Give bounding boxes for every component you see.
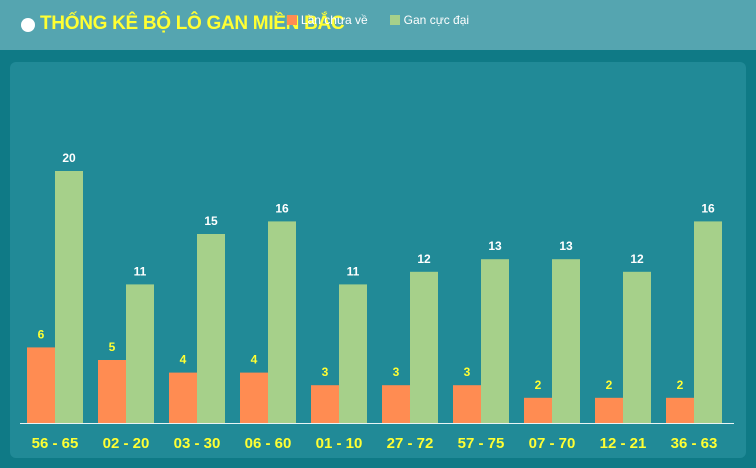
data-label-current-9: 2 bbox=[677, 378, 684, 392]
data-label-current-5: 3 bbox=[393, 365, 400, 379]
data-label-current-7: 2 bbox=[535, 378, 542, 392]
bar-max-0[interactable] bbox=[55, 171, 83, 423]
bar-current-2[interactable] bbox=[169, 372, 197, 423]
category-label-1: 02 - 20 bbox=[103, 435, 150, 452]
category-label-6: 57 - 75 bbox=[458, 435, 505, 452]
bar-max-6[interactable] bbox=[481, 259, 509, 423]
data-label-max-7: 13 bbox=[559, 239, 573, 253]
data-label-current-4: 3 bbox=[322, 365, 329, 379]
data-label-max-6: 13 bbox=[488, 239, 502, 253]
data-label-max-4: 11 bbox=[347, 264, 360, 278]
category-label-0: 56 - 65 bbox=[32, 435, 79, 452]
legend-label-current: Lần chưa về bbox=[300, 13, 368, 27]
category-label-8: 12 - 21 bbox=[600, 435, 647, 452]
bar-max-1[interactable] bbox=[126, 284, 154, 423]
bar-max-8[interactable] bbox=[623, 271, 651, 423]
data-label-max-5: 12 bbox=[417, 252, 431, 266]
data-label-current-1: 5 bbox=[109, 340, 116, 354]
bar-max-5[interactable] bbox=[410, 271, 438, 423]
bar-max-2[interactable] bbox=[197, 234, 225, 423]
data-label-current-0: 6 bbox=[38, 327, 45, 341]
bar-current-7[interactable] bbox=[524, 397, 552, 423]
bar-max-9[interactable] bbox=[694, 221, 722, 423]
category-label-4: 01 - 10 bbox=[316, 435, 363, 452]
bar-max-7[interactable] bbox=[552, 259, 580, 423]
bullet-icon bbox=[21, 18, 35, 32]
data-label-max-1: 11 bbox=[134, 264, 147, 278]
legend-item-max[interactable]: Gan cực đại bbox=[389, 13, 470, 27]
legend-swatch-current bbox=[286, 15, 297, 25]
bar-current-5[interactable] bbox=[382, 385, 410, 423]
legend-item-current[interactable]: Lần chưa về bbox=[286, 13, 368, 27]
data-label-max-8: 12 bbox=[630, 252, 644, 266]
data-label-current-8: 2 bbox=[606, 378, 613, 392]
bar-current-6[interactable] bbox=[453, 385, 481, 423]
bar-current-3[interactable] bbox=[240, 372, 268, 423]
category-label-3: 06 - 60 bbox=[245, 435, 292, 452]
bar-max-3[interactable] bbox=[268, 221, 296, 423]
category-label-7: 07 - 70 bbox=[529, 435, 576, 452]
category-label-5: 27 - 72 bbox=[387, 435, 434, 452]
bar-current-9[interactable] bbox=[666, 397, 694, 423]
bar-current-4[interactable] bbox=[311, 385, 339, 423]
legend-swatch-max bbox=[389, 15, 400, 25]
bar-current-8[interactable] bbox=[595, 397, 623, 423]
category-label-2: 03 - 30 bbox=[174, 435, 221, 452]
data-label-max-2: 15 bbox=[204, 214, 218, 228]
chart-legend: Lần chưa về Gan cực đại bbox=[0, 12, 756, 28]
legend-label-max: Gan cực đại bbox=[403, 13, 470, 27]
data-label-max-9: 16 bbox=[701, 201, 715, 215]
data-label-max-3: 16 bbox=[275, 201, 289, 215]
data-label-current-2: 4 bbox=[180, 353, 187, 367]
bar-max-4[interactable] bbox=[339, 284, 367, 423]
data-label-max-0: 20 bbox=[62, 151, 76, 165]
data-label-current-3: 4 bbox=[251, 353, 258, 367]
bar-current-0[interactable] bbox=[27, 347, 55, 423]
bar-current-1[interactable] bbox=[98, 360, 126, 423]
data-label-current-6: 3 bbox=[464, 365, 471, 379]
chart-header: THỐNG KÊ BỘ LÔ GAN MIỀN BẮC bbox=[0, 0, 756, 50]
chart-title: THỐNG KÊ BỘ LÔ GAN MIỀN BẮC bbox=[40, 13, 345, 34]
category-label-9: 36 - 63 bbox=[671, 435, 718, 452]
